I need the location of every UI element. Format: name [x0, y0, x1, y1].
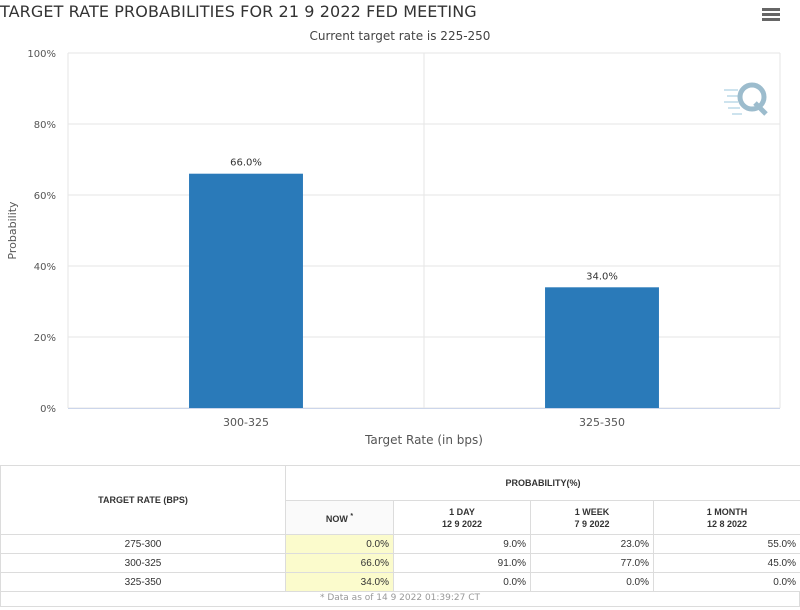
cell-now: 34.0% [285, 572, 394, 592]
bar-data-label: 34.0% [586, 271, 618, 282]
y-tick-label: 60% [34, 191, 56, 202]
header-1-month: 1 MONTH 12 8 2022 [653, 500, 800, 535]
header-1-month-label: 1 MONTH [706, 506, 748, 517]
cell-rate: 275-300 [0, 534, 286, 554]
table-row: 275-300 0.0% 9.0% 23.0% 55.0% [0, 534, 800, 554]
x-tick-label: 325-350 [579, 416, 625, 429]
cell-1-day: 91.0% [393, 553, 531, 573]
header-probability: PROBABILITY(%) [285, 465, 800, 501]
cell-1-week: 0.0% [530, 572, 654, 592]
logo-icon [724, 82, 768, 116]
bar-data-label: 66.0% [230, 158, 262, 169]
header-1-week: 1 WEEK 7 9 2022 [530, 500, 654, 535]
header-1-day: 1 DAY 12 9 2022 [393, 500, 531, 535]
data-timestamp-note: * Data as of 14 9 2022 01:39:27 CT [0, 592, 800, 607]
chart-area: TARGET RATE PROBABILITIES FOR 21 9 2022 … [0, 2, 781, 447]
header-now-sup: * [350, 512, 354, 520]
chart-title: TARGET RATE PROBABILITIES FOR 21 9 2022 … [0, 2, 477, 21]
hamburger-menu-icon[interactable] [762, 8, 780, 24]
cell-now: 66.0% [285, 553, 394, 573]
bar[interactable] [189, 173, 303, 408]
table-row: 325-350 34.0% 0.0% 0.0% 0.0% [0, 572, 800, 592]
cell-now: 0.0% [285, 534, 394, 554]
y-axis-title: Probability [6, 201, 19, 260]
bar-chart: 0% 20% 40% 60% 80% 100% 66.0% 300-325 34.0% 325-3… [6, 49, 781, 447]
y-tick-label: 20% [34, 333, 56, 344]
x-tick-label: 300-325 [223, 416, 269, 429]
cell-1-month: 45.0% [653, 553, 800, 573]
header-target-rate: TARGET RATE (BPS) [0, 465, 286, 535]
bar[interactable] [545, 287, 659, 408]
y-tick-label: 40% [34, 262, 56, 273]
y-tick-label: 100% [27, 49, 56, 60]
header-now: NOW * [285, 500, 394, 535]
y-tick-label: 0% [40, 404, 56, 415]
header-now-label: NOW [325, 513, 348, 524]
y-tick-label: 80% [34, 120, 56, 131]
cell-rate: 325-350 [0, 572, 286, 592]
probability-table: TARGET RATE (BPS) PROBABILITY(%) NOW * 1… [0, 465, 800, 592]
cell-1-day: 9.0% [393, 534, 531, 554]
header-1-week-label: 1 WEEK [574, 506, 610, 517]
chart-subtitle: Current target rate is 225-250 [309, 29, 491, 43]
header-1-day-date: 12 9 2022 [441, 518, 483, 529]
probability-table-area: TARGET RATE (BPS) PROBABILITY(%) NOW * 1… [0, 465, 800, 607]
header-1-day-label: 1 DAY [449, 506, 475, 517]
x-axis-title: Target Rate (in bps) [364, 433, 483, 447]
cell-1-week: 23.0% [530, 534, 654, 554]
cell-rate: 300-325 [0, 553, 286, 573]
cell-1-week: 77.0% [530, 553, 654, 573]
cell-1-month: 0.0% [653, 572, 800, 592]
table-row: 300-325 66.0% 91.0% 77.0% 45.0% [0, 553, 800, 573]
header-1-week-date: 7 9 2022 [574, 518, 610, 529]
cell-1-month: 55.0% [653, 534, 800, 554]
header-1-month-date: 12 8 2022 [706, 518, 748, 529]
cell-1-day: 0.0% [393, 572, 531, 592]
